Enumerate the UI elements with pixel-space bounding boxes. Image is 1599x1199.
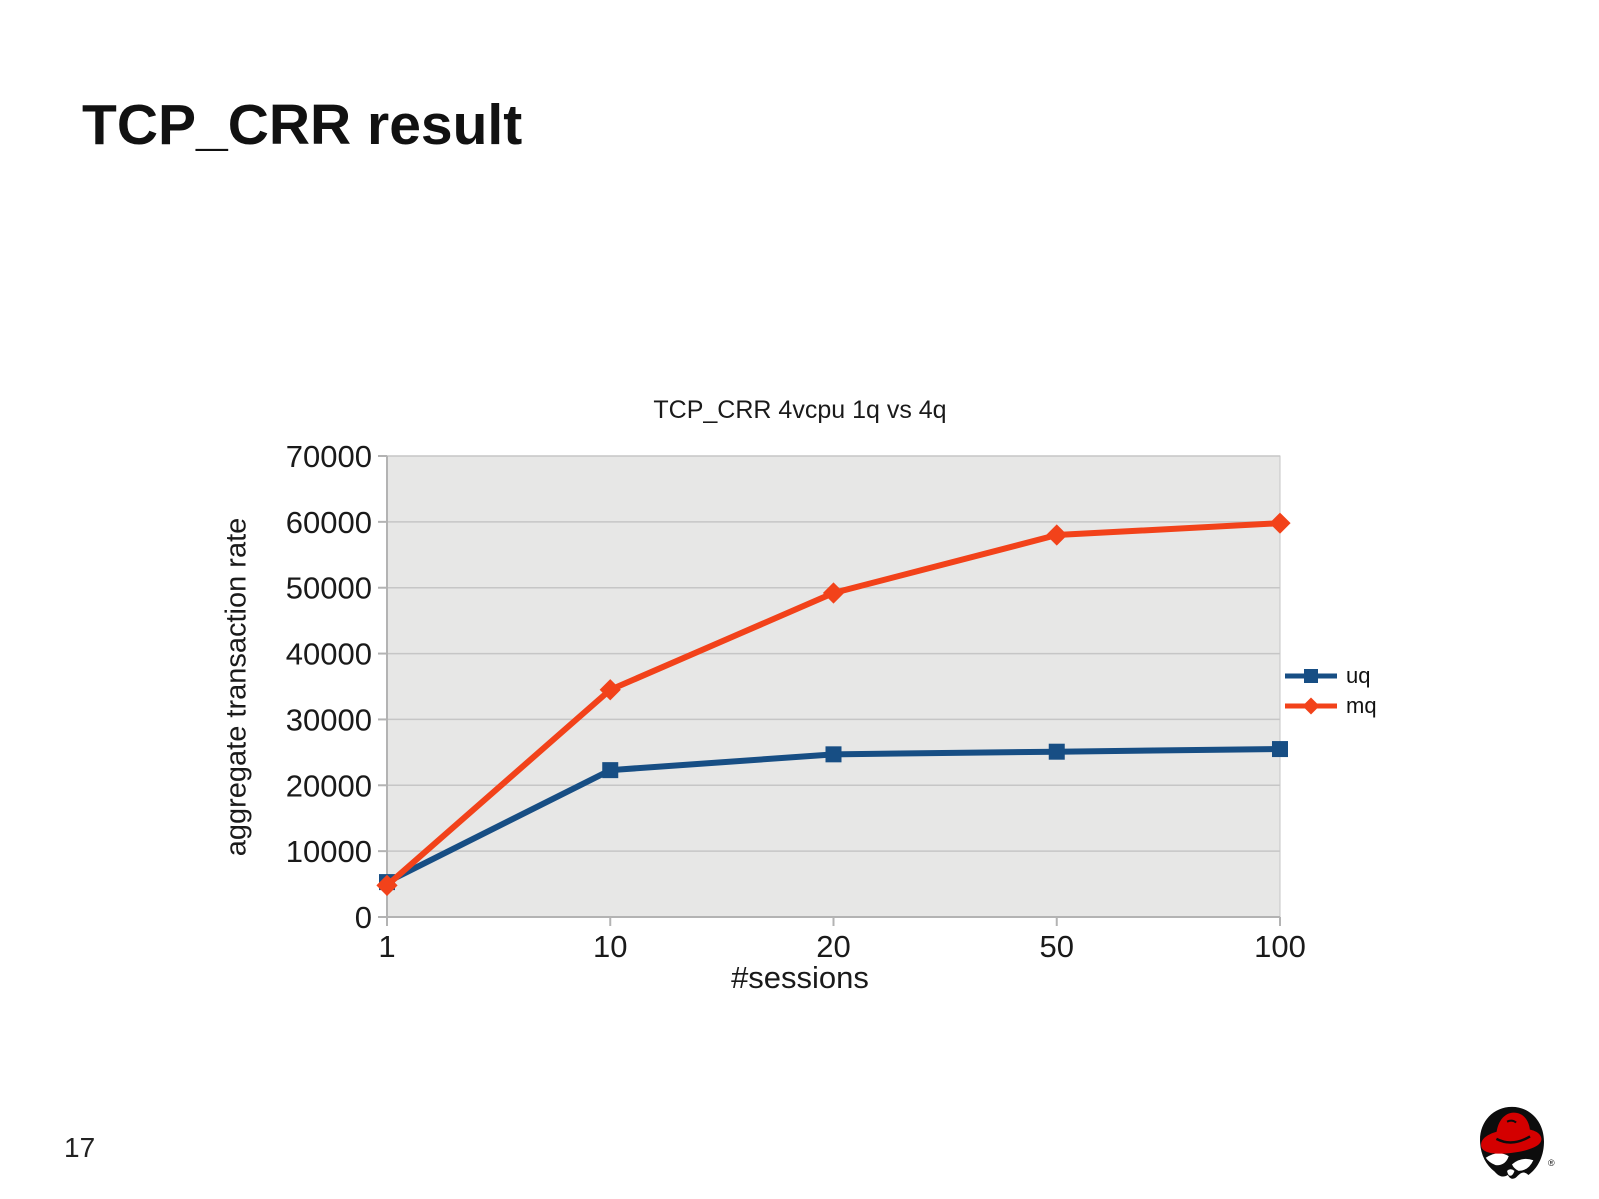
y-tick-label: 60000 [286, 505, 372, 540]
redhat-logo-icon [1480, 1106, 1544, 1179]
page-title: TCP_CRR result [82, 93, 523, 157]
x-tick-label: 50 [1040, 929, 1074, 964]
y-tick-label: 50000 [286, 571, 372, 606]
data-point-marker [376, 874, 398, 896]
data-point-marker [1046, 524, 1068, 546]
y-tick-label: 0 [355, 900, 372, 935]
data-point-marker [825, 746, 842, 763]
x-tick-label: 20 [816, 929, 850, 964]
y-tick-label: 10000 [286, 834, 372, 869]
data-point-marker [1048, 743, 1065, 760]
legend-item-mq: mq [1285, 691, 1377, 721]
data-point-marker [602, 762, 619, 779]
chart-title: TCP_CRR 4vcpu 1q vs 4q [653, 396, 947, 424]
legend-item-label: uq [1346, 663, 1371, 688]
y-tick-label: 20000 [286, 768, 372, 803]
registered-trademark: ® [1548, 1158, 1555, 1168]
chart-legend: uq mq [1285, 661, 1377, 721]
y-tick-label: 70000 [286, 439, 372, 474]
x-axis-title: #sessions [731, 960, 869, 995]
square-legend-marker-icon [1285, 669, 1337, 683]
y-axis-title: aggregate transaction rate [220, 517, 253, 857]
page-number: 17 [64, 1132, 96, 1163]
data-point-marker [599, 679, 621, 701]
data-point-marker [822, 582, 845, 604]
x-tick-label: 10 [593, 929, 627, 964]
data-point-marker [1269, 512, 1291, 534]
data-point-marker [1272, 741, 1288, 758]
x-tick-label: 100 [1254, 929, 1306, 964]
legend-item-label: mq [1346, 693, 1377, 718]
y-tick-label: 30000 [286, 702, 372, 737]
legend-item-uq: uq [1285, 661, 1377, 691]
plot-wall [386, 455, 1281, 918]
series-mq [376, 512, 1291, 896]
diamond-legend-marker-icon [1285, 697, 1337, 715]
x-tick-label: 1 [378, 929, 395, 964]
y-tick-label: 40000 [286, 637, 372, 672]
